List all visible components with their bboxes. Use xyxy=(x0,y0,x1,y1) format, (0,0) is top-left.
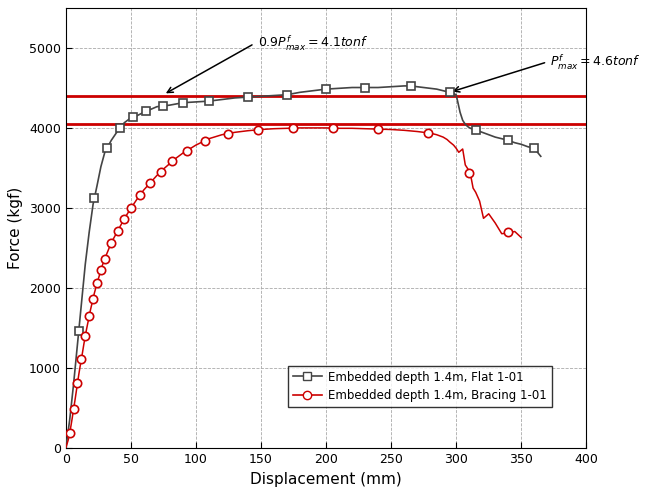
X-axis label: Displacement (mm): Displacement (mm) xyxy=(250,472,402,487)
Y-axis label: Force (kgf): Force (kgf) xyxy=(8,187,23,269)
Text: $P^{f}_{max}=4.6tonf$: $P^{f}_{max}=4.6tonf$ xyxy=(550,52,640,72)
Legend: Embedded depth 1.4m, Flat 1-01, Embedded depth 1.4m, Bracing 1-01: Embedded depth 1.4m, Flat 1-01, Embedded… xyxy=(288,366,552,407)
Text: $0.9P^{f}_{max}=4.1tonf$: $0.9P^{f}_{max}=4.1tonf$ xyxy=(258,34,369,53)
